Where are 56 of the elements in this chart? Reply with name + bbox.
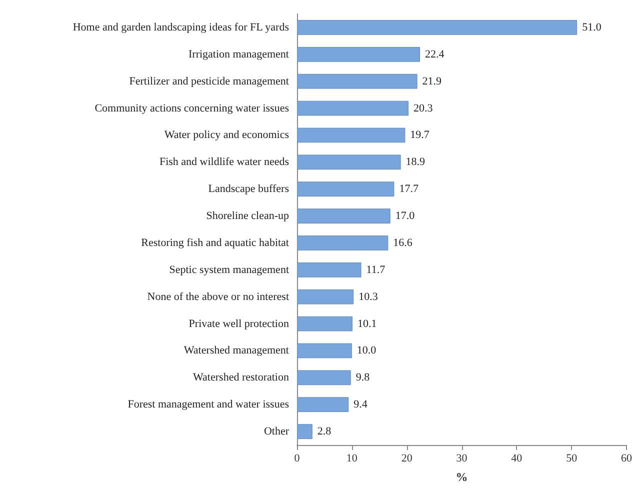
y-tick-label: None of the above or no interest: [147, 290, 289, 303]
bar: [297, 74, 418, 89]
data-label: 9.8: [356, 372, 370, 384]
y-tick-label: Other: [264, 426, 290, 438]
data-label: 10.1: [357, 318, 377, 330]
y-tick-label: Septic system management: [169, 264, 289, 276]
y-tick-label: Watershed management: [184, 344, 289, 357]
data-label: 51.0: [582, 21, 602, 34]
data-label: 17.0: [395, 210, 416, 222]
bar: [297, 208, 390, 224]
x-tick-label: 60: [621, 452, 632, 464]
data-label: 18.9: [406, 156, 426, 168]
x-tick-label: 30: [456, 452, 468, 464]
y-tick-label: Water policy and economics: [164, 129, 289, 142]
data-label: 9.4: [354, 398, 368, 411]
bar: [297, 316, 352, 332]
x-axis-title: %: [456, 470, 468, 484]
x-tick-label: 10: [346, 452, 358, 464]
bar: [297, 20, 578, 35]
x-tick-label: 20: [401, 452, 413, 464]
y-tick-label: Home and garden landscaping ideas for FL yards: [72, 21, 289, 34]
y-tick-label: Watershed restoration: [193, 372, 290, 384]
bar: [297, 182, 394, 196]
bar: [297, 262, 362, 278]
y-tick-label: Forest management and water issues: [128, 398, 289, 411]
data-label: 21.9: [422, 75, 442, 88]
data-label: 16.6: [393, 236, 413, 249]
y-tick-label: Community actions concerning water issues: [94, 102, 289, 114]
data-label: 17.7: [399, 183, 419, 196]
data-label: 10.3: [358, 290, 378, 303]
bar: [297, 397, 349, 412]
y-tick-label: Private well protection: [188, 318, 290, 330]
y-tick-label: Landscape buffers: [208, 183, 289, 196]
x-tick-label: 40: [511, 452, 523, 464]
bar: [297, 370, 351, 386]
data-label: 2.8: [317, 426, 332, 438]
data-label: 20.3: [413, 102, 434, 114]
data-label: 19.7: [410, 129, 430, 142]
data-label: 11.7: [366, 264, 386, 276]
data-label: 10.0: [356, 344, 377, 357]
bar: [297, 47, 420, 62]
y-tick-label: Shoreline clean-up: [206, 210, 290, 222]
bar: [297, 424, 312, 439]
bar: [297, 154, 401, 170]
bar: [297, 343, 352, 358]
y-tick-label: Restoring fish and aquatic habitat: [141, 236, 289, 249]
bar: [297, 100, 408, 116]
bar: [297, 236, 388, 250]
bar: [297, 289, 354, 304]
x-tick-label: 50: [566, 452, 578, 464]
y-tick-label: Fertilizer and pesticide management: [129, 75, 289, 88]
y-tick-label: Irrigation management: [188, 48, 289, 60]
x-tick-label: 0: [294, 452, 300, 464]
y-tick-label: Fish and wildlife water needs: [159, 156, 289, 168]
bar: [297, 128, 406, 143]
data-label: 22.4: [425, 48, 445, 60]
